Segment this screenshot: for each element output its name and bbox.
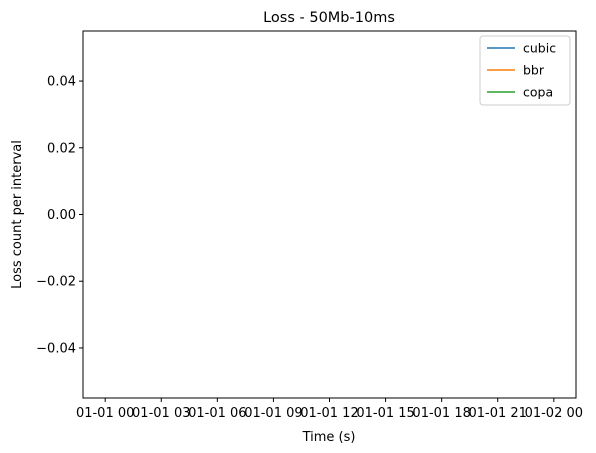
legend-label-cubic: cubic bbox=[523, 41, 556, 56]
x-tick-label: 01-01 12 bbox=[300, 406, 358, 421]
x-tick-label: 01-01 00 bbox=[76, 406, 134, 421]
legend-label-copa: copa bbox=[523, 85, 553, 100]
legend: cubic bbr copa bbox=[479, 35, 571, 106]
y-tick-label: 0.04 bbox=[47, 75, 76, 90]
x-tick-label: 01-01 21 bbox=[469, 406, 527, 421]
x-tick-label: 01-01 18 bbox=[412, 406, 470, 421]
y-axis: 0.04 0.02 0.00 −0.02 −0.04 bbox=[36, 75, 83, 356]
legend-label-bbr: bbr bbox=[523, 63, 545, 78]
x-tick-label: 01-01 15 bbox=[356, 406, 414, 421]
x-tick-label: 01-01 03 bbox=[132, 406, 190, 421]
x-tick-label: 01-02 00 bbox=[525, 406, 583, 421]
x-tick-label: 01-01 06 bbox=[188, 406, 246, 421]
chart-title: Loss - 50Mb-10ms bbox=[263, 10, 395, 26]
y-tick-label: −0.04 bbox=[36, 341, 76, 356]
y-tick-label: 0.02 bbox=[47, 141, 76, 156]
legend-box bbox=[479, 35, 571, 106]
y-axis-label: Loss count per interval bbox=[10, 140, 25, 289]
y-tick-label: −0.02 bbox=[36, 275, 76, 290]
y-tick-label: 0.00 bbox=[47, 208, 76, 223]
x-tick-label: 01-01 09 bbox=[244, 406, 302, 421]
x-axis-label: Time (s) bbox=[302, 430, 356, 445]
